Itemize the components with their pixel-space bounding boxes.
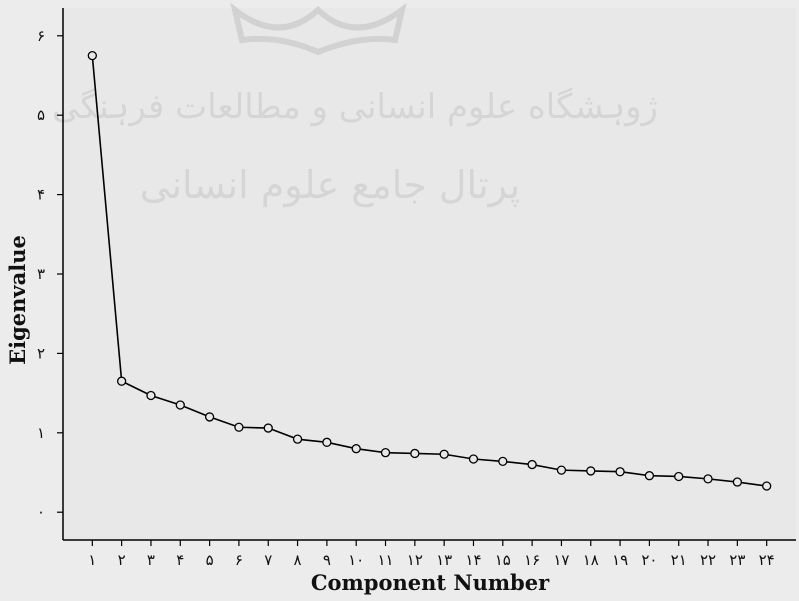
x-tick-label: ۱ (88, 551, 96, 569)
x-tick-label: ۲۲ (700, 551, 716, 569)
data-point-marker (703, 474, 713, 484)
y-tick-label: ۳ (37, 265, 45, 283)
x-tick-label: ۱۰ (348, 551, 364, 569)
data-point-marker (292, 434, 303, 444)
x-tick-label: ۱۷ (553, 551, 569, 569)
x-tick-label: ۱۶ (524, 551, 540, 569)
x-tick-label: ۲۰ (641, 551, 657, 569)
y-tick-label: ۲ (37, 344, 45, 362)
x-tick-label: ۱۳ (436, 551, 452, 569)
plot-area (63, 8, 796, 540)
x-tick-label: ۱۲ (407, 551, 423, 569)
y-axis-title: Eigenvalue (5, 235, 30, 365)
watermark-line-2: پرتال جامع علوم انسانی (140, 163, 520, 208)
data-point-marker (234, 422, 244, 432)
x-tick-label: ۶ (235, 551, 243, 569)
series-line (91, 55, 767, 487)
x-tick-label: ۲۴ (759, 551, 775, 569)
data-point-marker (87, 50, 97, 61)
data-point-marker (674, 471, 684, 482)
y-tick-label: ۰ (37, 503, 45, 521)
x-tick-label: ۲۱ (671, 551, 687, 569)
y-tick-label: ۱ (37, 424, 45, 442)
x-tick-label: ۴ (176, 551, 184, 569)
data-point-marker (644, 471, 655, 481)
data-point-marker (615, 467, 625, 477)
data-point-marker (380, 448, 391, 458)
x-tick-label: ۱۵ (495, 551, 511, 569)
x-tick-label: ۲ (118, 551, 126, 569)
y-axis: ۰ ۱ ۲ ۳ ۴ ۵ ۶ (37, 27, 63, 521)
data-point-marker (732, 477, 743, 487)
x-axis-title: Component Number (311, 570, 550, 595)
data-point-marker (322, 437, 332, 447)
x-tick-label: ۱۴ (465, 551, 481, 569)
data-point-marker (556, 465, 567, 475)
data-point-marker (263, 423, 273, 433)
x-tick-label: ۹ (323, 551, 331, 569)
data-point-marker (175, 400, 185, 410)
data-point-marker (586, 466, 596, 476)
data-point-marker (439, 449, 449, 459)
watermark: ژوہشگاه علوم انسانی و مطالعات فرہنگی پرت… (52, 2, 658, 208)
x-tick-label: ۵ (206, 551, 214, 569)
x-tick-label: ۱۹ (612, 551, 628, 569)
x-axis: ۱ ۲ ۳ ۴ ۵ ۶ ۷ ۸ ۹ ۱۰ ۱۱ ۱۲ ۱۳ ۱۴ ۱۵ ۱۶ ۱۷ ۱۸ ۱۹ ۲۰ ۲۱ ۲۲ ۲۳ ۲۴ (88, 540, 775, 569)
data-point-marker (204, 412, 215, 422)
data-point-marker (498, 456, 508, 467)
y-tick-label: ۴ (37, 186, 45, 204)
x-tick-label: ۱۸ (583, 551, 599, 569)
y-tick-label: ۶ (37, 27, 45, 45)
x-tick-label: ۸ (294, 551, 302, 569)
y-tick-label: ۵ (37, 106, 45, 124)
data-point-marker (351, 444, 361, 454)
watermark-line-1: ژوہشگاه علوم انسانی و مطالعات فرہنگی (52, 87, 658, 127)
x-tick-label: ۳ (147, 551, 155, 569)
x-tick-label: ۷ (264, 551, 272, 569)
data-point-marker (762, 481, 772, 491)
data-point-marker (468, 454, 479, 464)
x-tick-label: ۱۱ (377, 551, 393, 569)
eigenvalue-series (87, 50, 772, 491)
data-point-marker (410, 448, 420, 459)
data-point-marker (146, 390, 156, 401)
x-tick-label: ۲۳ (729, 551, 745, 569)
data-point-marker (116, 376, 127, 386)
watermark-emblem-icon (230, 2, 407, 56)
data-point-marker (527, 459, 537, 470)
